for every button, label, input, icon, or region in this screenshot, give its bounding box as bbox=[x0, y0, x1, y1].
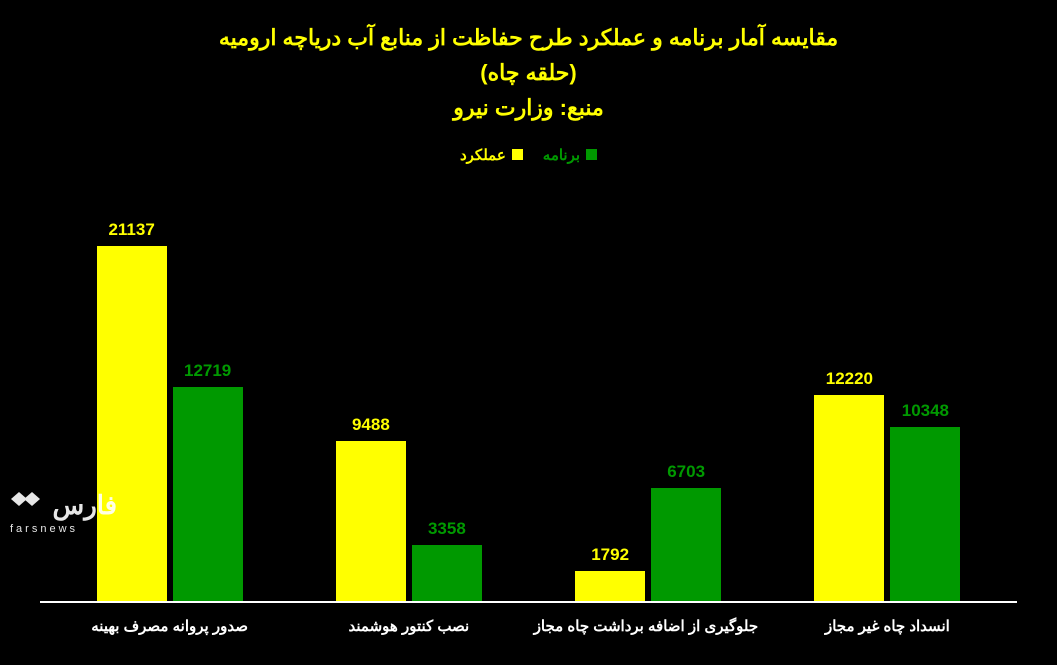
bar-value-label: 1792 bbox=[591, 545, 629, 565]
legend-item-performance: عملکرد bbox=[460, 146, 523, 164]
chart-container: مقایسه آمار برنامه و عملکرد طرح حفاظت از… bbox=[0, 0, 1057, 665]
legend-swatch-plan bbox=[586, 149, 597, 160]
bar bbox=[814, 395, 884, 601]
legend-label-performance: عملکرد bbox=[460, 146, 506, 164]
title-line-3: منبع: وزارت نیرو bbox=[40, 90, 1017, 125]
bar-performance: 9488 bbox=[336, 415, 406, 601]
x-axis: صدور پروانه مصرف بهینه نصب کنتور هوشمند جل… bbox=[40, 617, 1017, 635]
plot-area: 21137 12719 9488 3358 1792 6703 12220 10348 bbox=[40, 194, 1017, 603]
legend-label-plan: برنامه bbox=[543, 146, 580, 164]
bar bbox=[890, 427, 960, 601]
x-axis-label: انسداد چاه غیر مجاز bbox=[777, 617, 997, 635]
x-axis-label: نصب کنتور هوشمند bbox=[299, 617, 519, 635]
x-axis-label: جلوگیری از اضافه برداشت چاه مجاز bbox=[538, 617, 758, 635]
legend: برنامه عملکرد bbox=[40, 146, 1017, 164]
bar-performance: 1792 bbox=[575, 545, 645, 601]
bar-value-label: 12220 bbox=[826, 369, 873, 389]
bar-performance: 21137 bbox=[97, 220, 167, 601]
bar-value-label: 3358 bbox=[428, 519, 466, 539]
bar-plan: 3358 bbox=[412, 519, 482, 601]
bar-value-label: 6703 bbox=[667, 462, 705, 482]
category-group: 1792 6703 bbox=[575, 462, 721, 601]
bar-plan: 12719 bbox=[173, 361, 243, 601]
bar-value-label: 21137 bbox=[108, 220, 154, 240]
bar bbox=[173, 387, 243, 601]
bar-value-label: 10348 bbox=[902, 401, 949, 421]
bar bbox=[336, 441, 406, 601]
bar-plan: 6703 bbox=[651, 462, 721, 601]
bar bbox=[651, 488, 721, 601]
title-line-2: (حلقه چاه) bbox=[40, 55, 1017, 90]
bar bbox=[97, 246, 167, 601]
bar bbox=[575, 571, 645, 601]
category-group: 12220 10348 bbox=[814, 369, 960, 601]
bar-plan: 10348 bbox=[890, 401, 960, 601]
chart-title: مقایسه آمار برنامه و عملکرد طرح حفاظت از… bbox=[40, 20, 1017, 126]
bar-performance: 12220 bbox=[814, 369, 884, 601]
category-group: 21137 12719 bbox=[97, 220, 243, 601]
x-axis-label: صدور پروانه مصرف بهینه bbox=[60, 617, 280, 635]
title-line-1: مقایسه آمار برنامه و عملکرد طرح حفاظت از… bbox=[40, 20, 1017, 55]
bar bbox=[412, 545, 482, 601]
bar-value-label: 9488 bbox=[352, 415, 390, 435]
bar-value-label: 12719 bbox=[184, 361, 231, 381]
category-group: 9488 3358 bbox=[336, 415, 482, 601]
legend-item-plan: برنامه bbox=[543, 146, 597, 164]
legend-swatch-performance bbox=[512, 149, 523, 160]
